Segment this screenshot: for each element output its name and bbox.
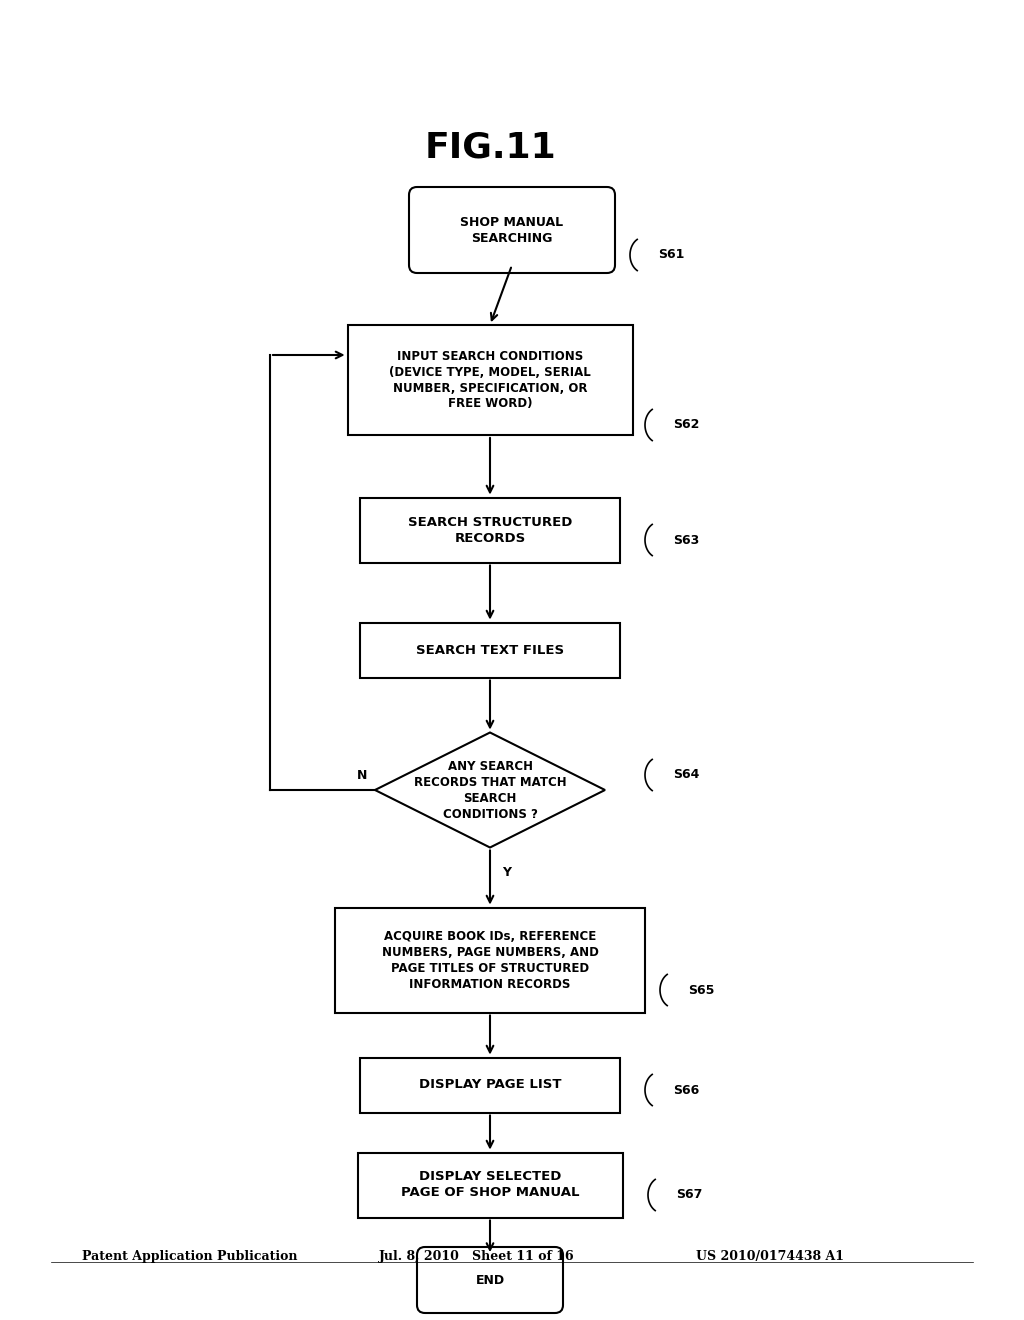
- Text: DISPLAY PAGE LIST: DISPLAY PAGE LIST: [419, 1078, 561, 1092]
- Bar: [360, 623, 620, 677]
- Text: DISPLAY SELECTED
PAGE OF SHOP MANUAL: DISPLAY SELECTED PAGE OF SHOP MANUAL: [400, 1171, 580, 1200]
- Text: S64: S64: [673, 768, 699, 781]
- Text: S67: S67: [676, 1188, 702, 1201]
- Bar: [360, 498, 620, 562]
- Bar: [360, 1057, 620, 1113]
- Text: Y: Y: [502, 866, 511, 879]
- Text: Jul. 8, 2010   Sheet 11 of 16: Jul. 8, 2010 Sheet 11 of 16: [379, 1250, 574, 1263]
- Text: END: END: [475, 1274, 505, 1287]
- Bar: [357, 1152, 623, 1217]
- Text: SHOP MANUAL
SEARCHING: SHOP MANUAL SEARCHING: [461, 215, 563, 244]
- Text: ANY SEARCH
RECORDS THAT MATCH
SEARCH
CONDITIONS ?: ANY SEARCH RECORDS THAT MATCH SEARCH CON…: [414, 759, 566, 821]
- Text: ACQUIRE BOOK IDs, REFERENCE
NUMBERS, PAGE NUMBERS, AND
PAGE TITLES OF STRUCTURED: ACQUIRE BOOK IDs, REFERENCE NUMBERS, PAG…: [382, 929, 598, 990]
- Text: S61: S61: [658, 248, 684, 261]
- Bar: [335, 908, 645, 1012]
- Text: S65: S65: [688, 983, 715, 997]
- Text: S63: S63: [673, 533, 699, 546]
- FancyBboxPatch shape: [409, 187, 615, 273]
- Text: FIG.11: FIG.11: [424, 131, 556, 165]
- Text: S66: S66: [673, 1084, 699, 1097]
- Text: S62: S62: [673, 418, 699, 432]
- Polygon shape: [375, 733, 605, 847]
- Text: SEARCH STRUCTURED
RECORDS: SEARCH STRUCTURED RECORDS: [408, 516, 572, 544]
- Text: Patent Application Publication: Patent Application Publication: [82, 1250, 297, 1263]
- Bar: [347, 325, 633, 436]
- Text: N: N: [356, 770, 367, 781]
- Text: INPUT SEARCH CONDITIONS
(DEVICE TYPE, MODEL, SERIAL
NUMBER, SPECIFICATION, OR
FR: INPUT SEARCH CONDITIONS (DEVICE TYPE, MO…: [389, 350, 591, 411]
- Text: SEARCH TEXT FILES: SEARCH TEXT FILES: [416, 644, 564, 656]
- Text: US 2010/0174438 A1: US 2010/0174438 A1: [696, 1250, 845, 1263]
- FancyBboxPatch shape: [417, 1247, 563, 1313]
